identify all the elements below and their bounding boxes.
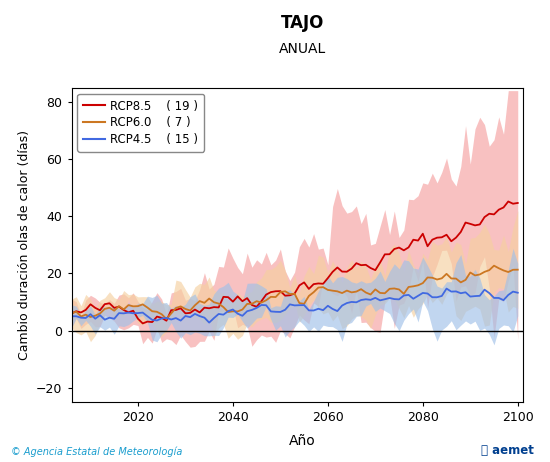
Text: Ⓢ aemet: Ⓢ aemet <box>481 444 534 457</box>
Text: Año: Año <box>289 434 316 448</box>
Text: TAJO: TAJO <box>281 14 324 32</box>
Legend: RCP8.5    ( 19 ), RCP6.0    ( 7 ), RCP4.5    ( 15 ): RCP8.5 ( 19 ), RCP6.0 ( 7 ), RCP4.5 ( 15… <box>78 94 205 152</box>
Y-axis label: Cambio duración olas de calor (días): Cambio duración olas de calor (días) <box>18 130 31 360</box>
Text: © Agencia Estatal de Meteorología: © Agencia Estatal de Meteorología <box>11 447 183 457</box>
Text: ANUAL: ANUAL <box>279 42 326 55</box>
